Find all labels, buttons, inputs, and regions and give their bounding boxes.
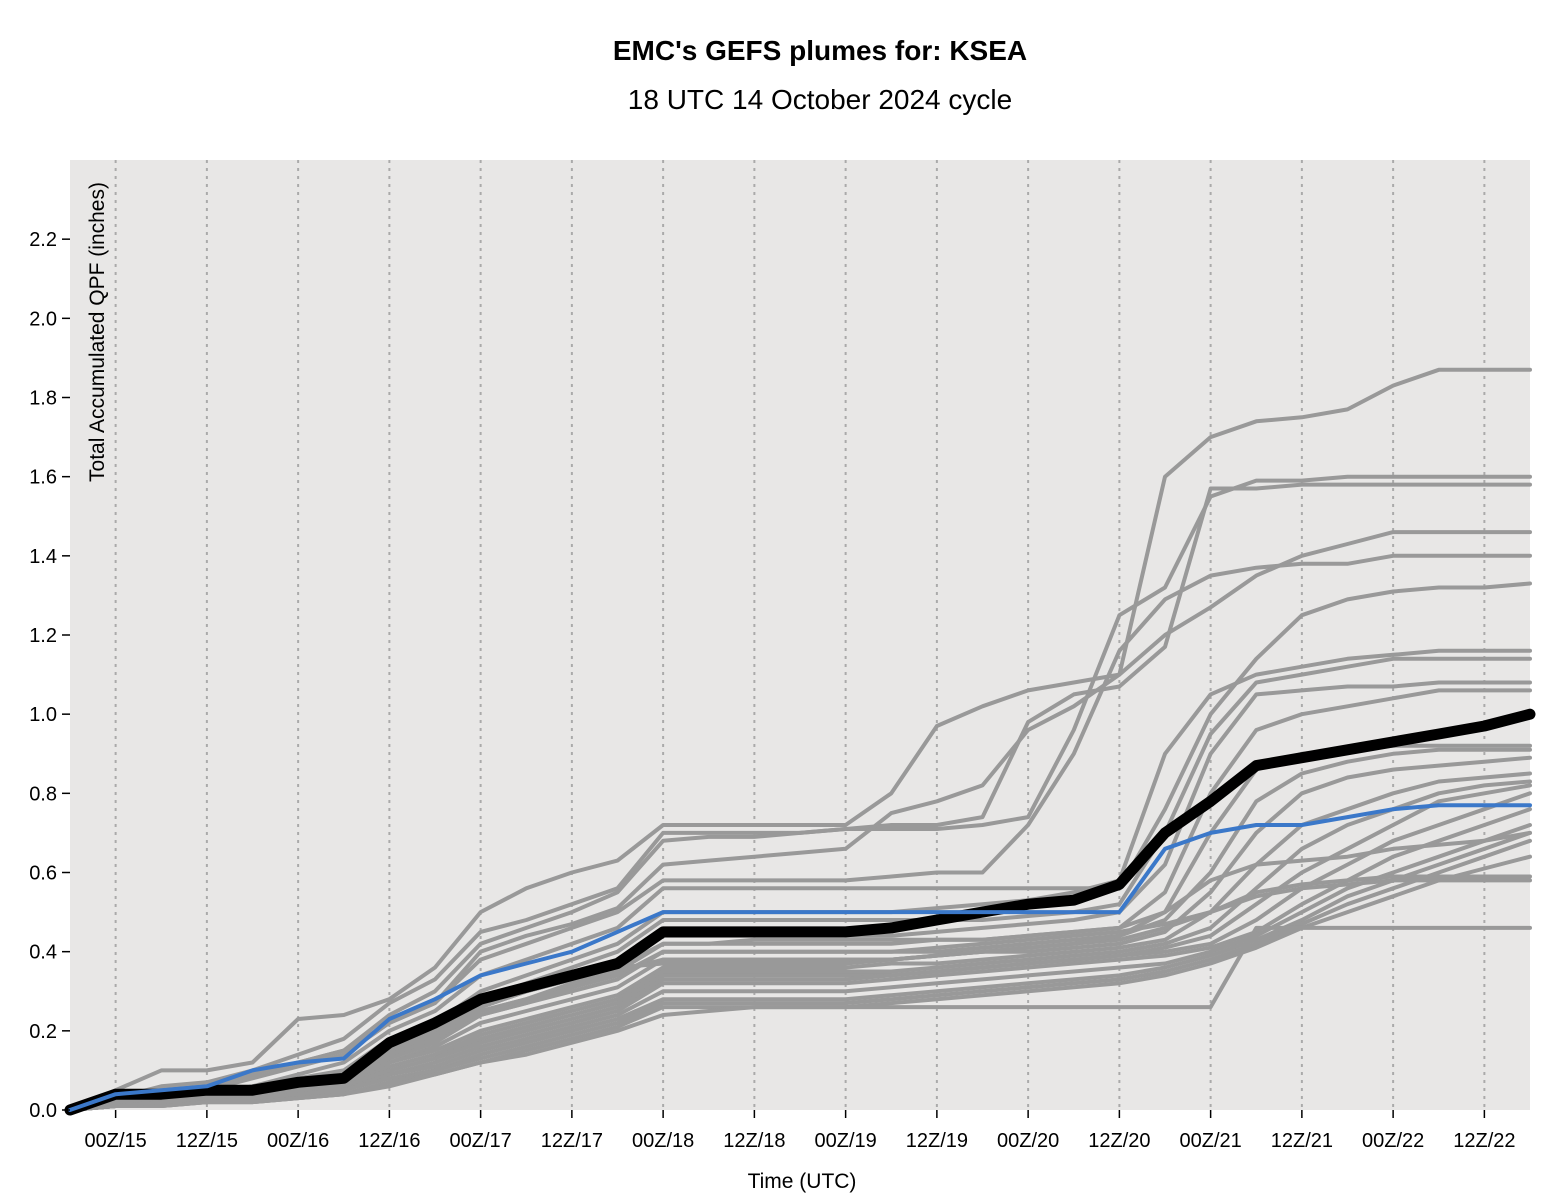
y-tick-label: 0.2 [29, 1021, 57, 1043]
member-line-24 [68, 925, 1532, 1112]
y-tick-label: 0.6 [29, 863, 57, 885]
y-tick-label: 1.6 [29, 467, 57, 489]
chart-title: EMC's GEFS plumes for: KSEA [613, 35, 1027, 66]
x-tick-label: 12Z/21 [1271, 1130, 1333, 1152]
y-tick-label: 2.2 [29, 229, 57, 251]
ensemble-mean-line [64, 708, 1536, 1116]
y-axis: 0.0 0.2 0.4 0.6 0.8 1.0 1.2 1.4 1.6 1.8 2.0 2.2 [29, 229, 70, 1122]
y-tick-label: 0.0 [29, 1100, 57, 1122]
x-tick-label: 00Z/19 [814, 1130, 876, 1152]
x-tick-label: 12Z/20 [1088, 1130, 1150, 1152]
x-tick-label: 00Z/21 [1179, 1130, 1241, 1152]
mean-line-layer [64, 708, 1536, 1116]
x-axis-label: Time (UTC) [748, 1170, 857, 1193]
x-tick-label: 00Z/18 [632, 1130, 694, 1152]
x-tick-label: 00Z/20 [997, 1130, 1059, 1152]
x-tick-label: 12Z/15 [176, 1130, 238, 1152]
y-tick-label: 0.4 [29, 942, 57, 964]
x-tick-label: 00Z/17 [449, 1130, 511, 1152]
x-tick-label: 12Z/22 [1453, 1130, 1515, 1152]
y-tick-label: 1.2 [29, 625, 57, 647]
y-tick-label: 0.8 [29, 783, 57, 805]
y-tick-label: 1.0 [29, 704, 57, 726]
x-tick-label: 12Z/17 [541, 1130, 603, 1152]
control-line-layer [68, 803, 1532, 1112]
x-axis: 00Z/15 12Z/15 00Z/16 12Z/16 00Z/17 12Z/17 00Z/… [84, 1110, 1516, 1152]
chart-subtitle: 18 UTC 14 October 2024 cycle [628, 84, 1012, 115]
gridlines [114, 160, 1486, 1110]
x-tick-label: 12Z/18 [723, 1130, 785, 1152]
member-line-7 [68, 581, 1532, 1112]
y-tick-label: 1.4 [29, 546, 57, 568]
control-run-line [68, 803, 1532, 1112]
y-tick-label: 2.0 [29, 308, 57, 330]
member-line-2 [68, 367, 1532, 1112]
member-line-6 [68, 553, 1532, 1112]
x-tick-label: 12Z/19 [906, 1130, 968, 1152]
x-tick-label: 00Z/15 [84, 1130, 146, 1152]
member-line-17 [68, 783, 1532, 1112]
y-tick-label: 1.8 [29, 388, 57, 410]
y-axis-label: Total Accumulated QPF (inches) [86, 182, 109, 482]
x-tick-label: 12Z/16 [358, 1130, 420, 1152]
x-tick-label: 00Z/16 [267, 1130, 329, 1152]
x-tick-label: 00Z/22 [1362, 1130, 1424, 1152]
